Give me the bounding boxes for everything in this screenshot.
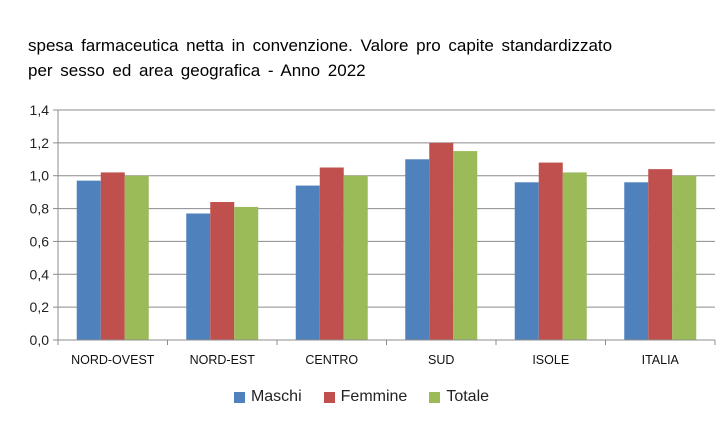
y-axis: 0,0 0,2 0,4 0,6 0,8 1,0 1,2 1,4 — [30, 102, 59, 348]
bar-maschi-sud — [405, 159, 430, 340]
bar-totale-italia — [672, 175, 697, 340]
x-tick-label: SUD — [428, 353, 454, 367]
y-tick-label: 0,4 — [30, 266, 50, 282]
bar-femmine-isole — [538, 162, 563, 340]
y-tick-label: 1,0 — [30, 168, 50, 184]
chart-title-line-1: spesa farmaceutica netta in convenzione.… — [28, 36, 613, 55]
bar-femmine-nord-est — [210, 202, 235, 340]
bar-maschi-nord-est — [186, 213, 211, 340]
bar-chart: 0,00,20,40,60,81,01,21,4 NORD-OVEST NORD-… — [30, 102, 716, 367]
x-tick-label: ISOLE — [532, 353, 569, 367]
gridlines — [58, 109, 715, 341]
y-tick-label: 0,6 — [30, 233, 50, 249]
bar-femmine-centro — [319, 167, 344, 340]
bar-totale-nord-est — [234, 206, 259, 340]
legend-swatch-femmine — [323, 391, 335, 403]
bar-maschi-centro — [295, 185, 320, 340]
bar-maschi-italia — [624, 182, 649, 340]
bars — [76, 142, 697, 340]
bar-femmine-nord-ovest — [100, 172, 125, 340]
x-tick-label: ITALIA — [642, 353, 680, 367]
x-tick-label: CENTRO — [305, 353, 358, 367]
bar-maschi-isole — [514, 182, 539, 340]
chart-title: spesa farmaceutica netta in convenzione.… — [28, 33, 708, 83]
chart-title-line-2: per sesso ed area geografica - Anno 2022 — [28, 61, 366, 80]
legend-item-maschi: Maschi — [233, 388, 302, 406]
bar-totale-centro — [343, 175, 368, 340]
y-tick-label: 1,4 — [30, 102, 50, 118]
y-tick-label: 1,2 — [30, 135, 50, 151]
legend-item-femmine: Femmine — [323, 388, 408, 406]
legend-label-totale: Totale — [446, 388, 490, 405]
y-tick-label: 0,0 — [30, 332, 50, 348]
x-tick-label: NORD-EST — [190, 353, 256, 367]
y-tick-label: 0,8 — [30, 201, 50, 217]
bar-femmine-sud — [429, 142, 454, 340]
bar-totale-sud — [453, 151, 478, 340]
bar-maschi-nord-ovest — [76, 180, 101, 340]
y-tick-label: 0,2 — [30, 299, 50, 315]
legend-swatch-totale — [429, 391, 441, 403]
bar-totale-nord-ovest — [124, 175, 149, 340]
legend-label-maschi: Maschi — [250, 388, 302, 405]
x-axis: NORD-OVEST NORD-EST CENTRO SUD ISOLE ITALIA — [57, 339, 716, 367]
bar-femmine-italia — [648, 169, 673, 340]
x-tick-label: NORD-OVEST — [71, 353, 155, 367]
legend-label-femmine: Femmine — [340, 388, 408, 405]
bar-totale-isole — [562, 172, 587, 340]
legend-swatch-maschi — [233, 391, 245, 403]
legend: Maschi Femmine Totale — [0, 388, 723, 406]
legend-item-totale: Totale — [429, 388, 489, 406]
